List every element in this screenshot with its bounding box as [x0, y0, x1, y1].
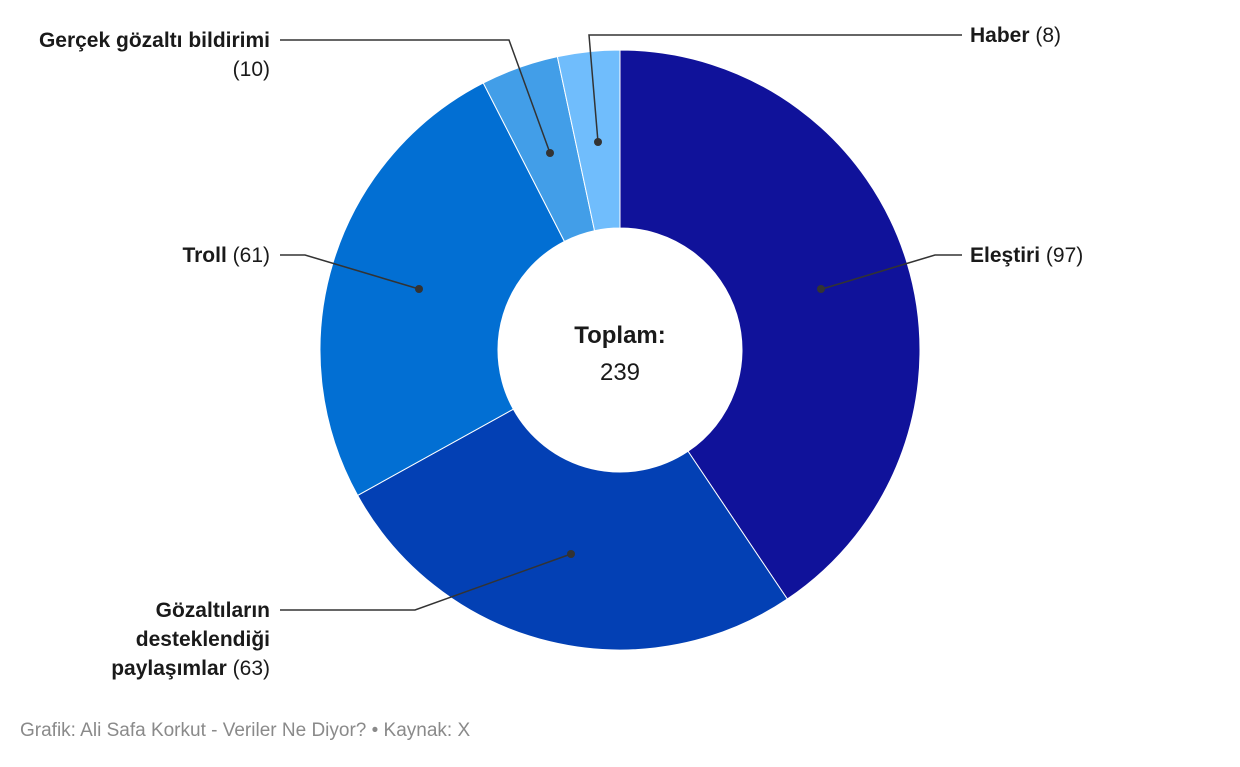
leader-lines: [280, 34, 962, 611]
label-haber-name: Haber: [970, 24, 1030, 47]
label-elestiri-name: Eleştiri: [970, 244, 1041, 267]
total-value: 239: [600, 359, 640, 386]
label-gercek: Gerçek gözaltı bildirimi (10): [39, 26, 270, 84]
footer-credit: Grafik: Ali Safa Korkut - Veriler Ne Diy…: [20, 720, 471, 741]
label-troll: Troll (61): [182, 241, 270, 270]
leader-dot-troll: [415, 285, 423, 293]
slice-gozaltilarin: [356, 408, 788, 651]
leader-dot-elestiri: [817, 285, 825, 293]
leader-dot-gercek: [546, 149, 554, 157]
label-troll-count: (61): [232, 244, 270, 267]
label-haber-count: (8): [1035, 24, 1062, 47]
leader-line-gercek: [280, 39, 551, 154]
total-title: Toplam:: [574, 322, 666, 349]
label-troll-name: Troll: [182, 244, 227, 267]
label-gozaltilarin: Gözaltıların desteklendiği paylaşımlar (…: [111, 596, 270, 683]
label-haber: Haber (8): [970, 21, 1061, 50]
label-gozaltilarin-line2: desteklendiği: [135, 628, 270, 651]
label-gozaltilarin-count: (63): [232, 657, 270, 680]
slice-elestiri: [619, 49, 921, 600]
slice-troll: [319, 82, 566, 497]
label-gercek-name: Gerçek gözaltı bildirimi: [38, 29, 270, 52]
label-gozaltilarin-line3: paylaşımlar: [111, 657, 227, 680]
leader-line-troll: [280, 254, 420, 290]
slice-haber: [556, 49, 621, 232]
leader-line-elestiri: [821, 254, 962, 290]
label-elestiri-count: (97): [1045, 244, 1084, 267]
leader-dot-haber: [594, 138, 602, 146]
leader-line-gozaltilarin: [280, 553, 572, 611]
label-elestiri: Eleştiri (97): [970, 241, 1083, 270]
donut-slices: [319, 49, 921, 651]
leader-line-haber: [588, 34, 962, 143]
label-gercek-count: (10): [232, 58, 270, 81]
label-gozaltilarin-line1: Gözaltıların: [155, 599, 270, 622]
leader-dot-gozaltilarin: [567, 550, 575, 558]
